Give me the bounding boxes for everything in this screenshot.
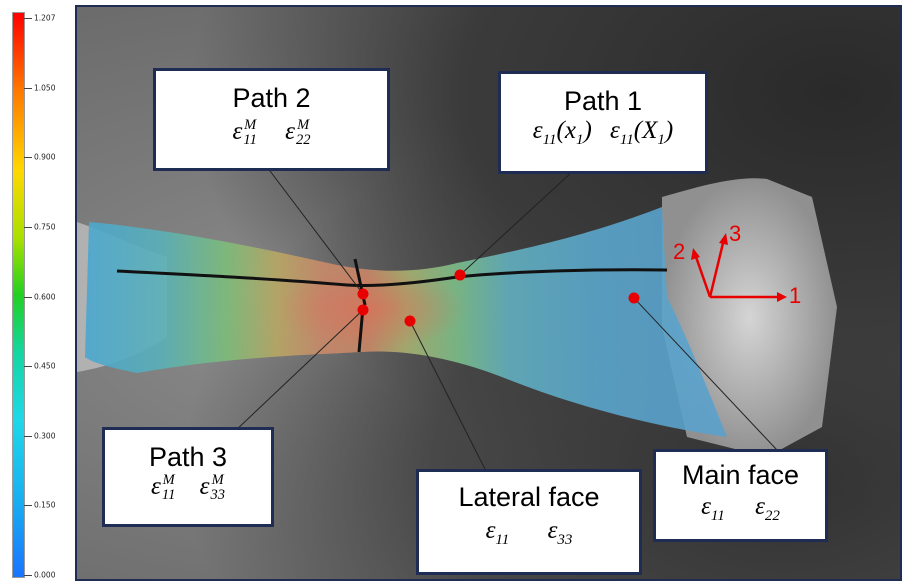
legend-tick	[24, 366, 32, 368]
legend-tick-label: 0.300	[34, 431, 56, 441]
callout-main-face: Main face ε11 ε22	[653, 449, 828, 542]
axis-label-3: 3	[729, 221, 742, 246]
legend-tick-label: 0.000	[34, 570, 56, 580]
color-legend: 1.207 1.050 0.900 0.750 0.600 0.450 0.300 0.150…	[0, 0, 75, 586]
path1-line	[116, 268, 668, 288]
legend-color-bar	[12, 12, 25, 578]
callout-main-title: Main face	[681, 460, 800, 490]
callout-lateral-equations: ε11 ε33	[485, 517, 573, 548]
specimen-photo: 1 2 3 Path 2 ε M 11 ε M 22 Path 1 ε11(x1) ε1…	[75, 5, 902, 581]
legend-tick-label: 1.050	[34, 83, 56, 93]
leader-lateral	[409, 320, 488, 474]
callout-lateral-title: Lateral face	[458, 482, 600, 512]
leader-main	[633, 297, 778, 451]
marker-path1	[454, 269, 466, 281]
callout-path3: Path 3 ε M 11 ε M 33	[102, 427, 274, 527]
legend-tick	[24, 157, 32, 159]
marker-main	[628, 292, 640, 304]
legend-tick	[24, 435, 32, 437]
legend-tick-label: 0.750	[34, 222, 56, 232]
axis-label-2: 2	[673, 239, 686, 264]
callout-path2: Path 2 ε M 11 ε M 22	[153, 68, 390, 171]
legend-tick	[24, 87, 32, 89]
legend-tick-label: 0.150	[34, 500, 56, 510]
marker-path3	[357, 304, 369, 316]
leader-path2	[266, 166, 364, 295]
legend-tick	[24, 575, 32, 576]
legend-tick	[24, 18, 32, 19]
callout-lateral-face: Lateral face ε11 ε33	[416, 469, 642, 575]
callout-main-equations: ε11 ε22	[701, 493, 780, 524]
callout-path3-title: Path 3	[148, 442, 228, 472]
callout-path1-title: Path 1	[563, 86, 643, 116]
callout-path2-equations: ε M 11 ε M 22	[232, 117, 311, 149]
legend-tick-label: 1.207	[34, 13, 56, 23]
legend-tick-label: 0.900	[34, 152, 56, 162]
strain-hotspot	[277, 269, 467, 349]
callout-path3-equations: ε M 11 ε M 33	[151, 472, 225, 504]
marker-path2	[357, 288, 369, 300]
axis-label-1: 1	[789, 283, 802, 308]
legend-tick	[24, 226, 32, 228]
marker-lateral	[404, 315, 416, 327]
coordinate-axes	[691, 233, 787, 302]
leader-path1	[459, 171, 573, 276]
legend-tick	[24, 296, 32, 298]
legend-tick-label: 0.450	[34, 361, 56, 371]
legend-tick-label: 0.600	[34, 292, 56, 301]
legend-tick	[24, 505, 32, 507]
leader-path3	[233, 309, 364, 433]
callout-path2-title: Path 2	[232, 83, 311, 113]
callout-path1-equations: ε11(x1) ε11(X1)	[532, 117, 674, 148]
callout-path1: Path 1 ε11(x1) ε11(X1)	[498, 71, 708, 174]
specimen-scene	[77, 166, 837, 474]
